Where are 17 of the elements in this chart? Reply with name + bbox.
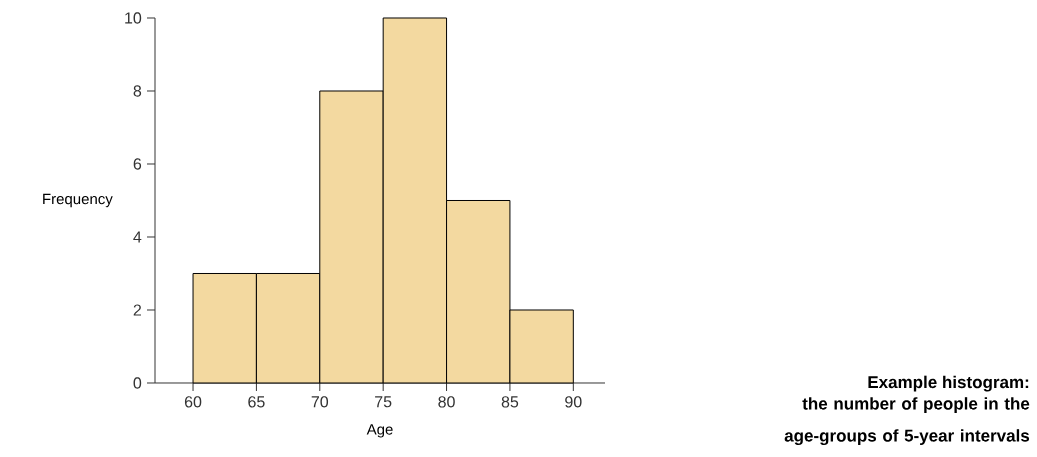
text: Example histogram:: [868, 375, 1029, 392]
text: the number of people in the age-groups of 5-year intervals: [784, 397, 1030, 446]
y-tick-label: 10: [125, 12, 142, 24]
y-tick-label: 6: [133, 158, 142, 170]
x-tick-label: 80: [438, 396, 455, 408]
y-tick-label: 4: [133, 231, 142, 243]
y-tick-label: 8: [133, 85, 142, 97]
x-tick-label: 65: [248, 396, 265, 408]
x-axis-title: Age: [366, 424, 393, 438]
x-tick-label: 70: [311, 396, 329, 408]
y-tick-label: 0: [133, 377, 142, 389]
x-tick-label: 75: [375, 396, 392, 408]
y-tick-label: 2: [133, 304, 141, 316]
x-tick-label: 60: [184, 396, 202, 408]
x-tick-label: 85: [501, 396, 519, 408]
y-axis-title: Frequency: [43, 193, 113, 208]
x-tick-label: 90: [565, 396, 582, 408]
